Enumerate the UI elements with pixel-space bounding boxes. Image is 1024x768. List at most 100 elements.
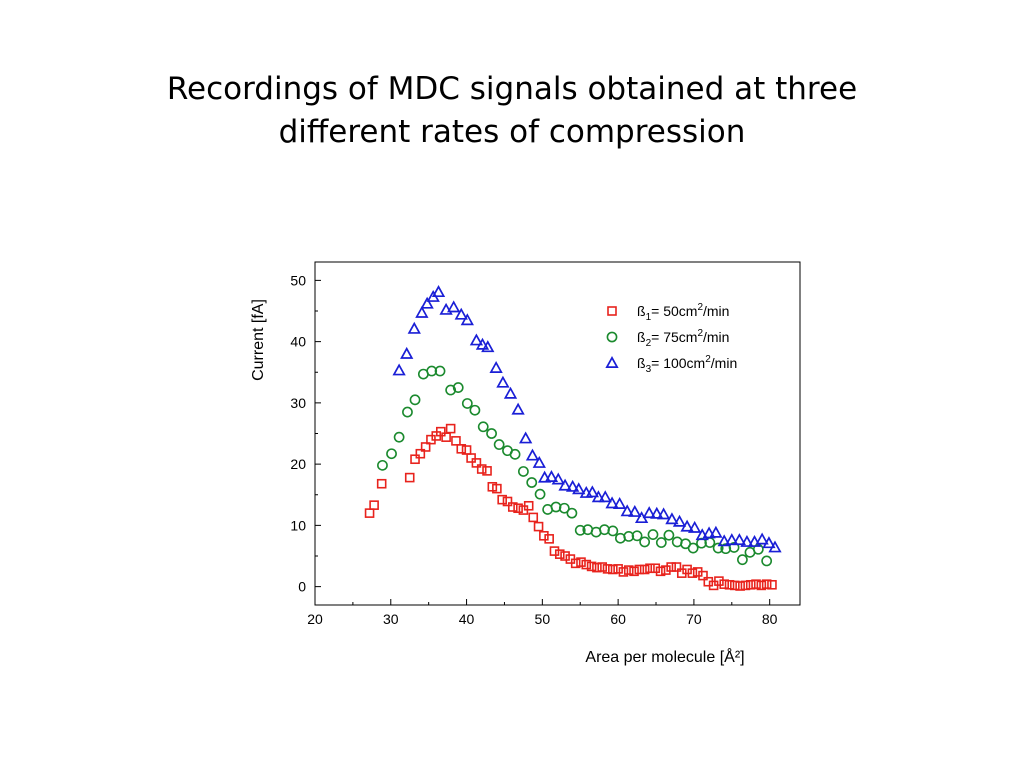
data-point	[725, 533, 739, 546]
data-point	[537, 470, 552, 483]
data-point	[519, 431, 533, 444]
data-point	[768, 540, 782, 553]
data-point	[393, 431, 405, 443]
x-tick-label: 60	[610, 611, 626, 627]
data-point	[566, 507, 578, 519]
data-point	[712, 542, 724, 554]
slide-title-line-2: different rates of compression	[278, 114, 746, 150]
x-tick-label: 70	[686, 611, 702, 627]
data-point	[534, 488, 546, 500]
data-point	[612, 496, 627, 509]
data-point	[486, 428, 497, 439]
data-point	[597, 562, 608, 572]
data-point	[688, 520, 702, 533]
data-point	[650, 563, 661, 574]
data-point	[517, 466, 529, 477]
data-point	[410, 454, 420, 465]
data-point	[404, 472, 415, 483]
data-point	[513, 503, 523, 514]
x-tick-label: 20	[307, 611, 323, 627]
data-point	[466, 453, 476, 463]
data-point	[719, 579, 730, 589]
data-point	[482, 466, 492, 476]
data-point	[656, 507, 671, 520]
data-point	[420, 442, 431, 452]
data-point	[409, 394, 421, 406]
data-point	[377, 459, 388, 471]
data-point	[650, 506, 664, 519]
data-point	[709, 525, 723, 538]
data-point	[602, 564, 613, 574]
data-point	[687, 568, 698, 578]
data-point	[523, 500, 534, 511]
data-point	[364, 508, 375, 518]
legend-item-3: ß3= 100cm2/min	[605, 354, 737, 375]
data-point	[434, 365, 446, 377]
data-point	[755, 532, 769, 545]
data-point	[623, 531, 635, 542]
data-point	[471, 458, 482, 468]
data-point	[591, 490, 606, 503]
data-point	[666, 562, 676, 572]
data-point	[451, 436, 461, 446]
x-tick-label: 40	[459, 611, 475, 627]
data-point	[489, 361, 503, 373]
data-point	[756, 580, 767, 591]
data-point	[628, 504, 642, 517]
data-point	[558, 478, 572, 491]
data-point	[476, 464, 487, 474]
data-point	[647, 529, 659, 540]
data-point	[477, 421, 489, 433]
data-point	[745, 579, 756, 590]
y-tick-label: 40	[290, 334, 306, 350]
data-point	[762, 536, 776, 549]
data-point	[420, 296, 434, 309]
data-point	[509, 448, 521, 460]
data-point	[528, 512, 539, 523]
data-point	[502, 496, 513, 507]
data-point	[386, 448, 397, 460]
legend-label: ß2= 75cm2/min	[637, 328, 729, 349]
data-point	[566, 479, 580, 492]
data-point	[526, 477, 538, 488]
data-point	[507, 502, 518, 512]
data-point	[426, 365, 438, 377]
data-point	[717, 534, 731, 547]
data-point	[598, 490, 612, 503]
data-point	[737, 554, 748, 566]
data-point	[671, 562, 682, 572]
data-point	[761, 579, 772, 589]
data-point	[687, 542, 699, 554]
data-point	[663, 529, 675, 541]
data-point	[447, 300, 461, 313]
slide-title: Recordings of MDC signals obtained at th…	[0, 68, 1024, 154]
data-point	[740, 580, 751, 591]
data-point	[554, 549, 565, 559]
data-marks	[364, 285, 782, 591]
data-point	[539, 530, 549, 541]
data-point	[730, 580, 740, 591]
data-point	[751, 579, 761, 589]
data-point	[629, 566, 639, 577]
data-point	[496, 375, 510, 388]
data-point	[400, 346, 414, 359]
data-point	[620, 504, 634, 517]
data-point	[376, 478, 387, 489]
data-point	[415, 305, 429, 318]
data-point	[642, 506, 656, 519]
data-point	[767, 579, 777, 590]
axis-ticks: 20 30 40 50 60 70 80 0 10 20 30 40 50	[290, 272, 777, 627]
data-point	[747, 534, 762, 547]
data-point	[672, 514, 687, 527]
data-point	[493, 439, 505, 450]
data-point	[661, 565, 671, 575]
data-point	[415, 448, 426, 459]
data-point	[735, 581, 745, 591]
data-point	[572, 482, 586, 495]
series-3	[392, 285, 782, 553]
x-tick-label: 50	[535, 611, 551, 627]
legend-marker	[605, 356, 619, 369]
data-point	[639, 564, 650, 575]
data-point	[435, 426, 446, 437]
